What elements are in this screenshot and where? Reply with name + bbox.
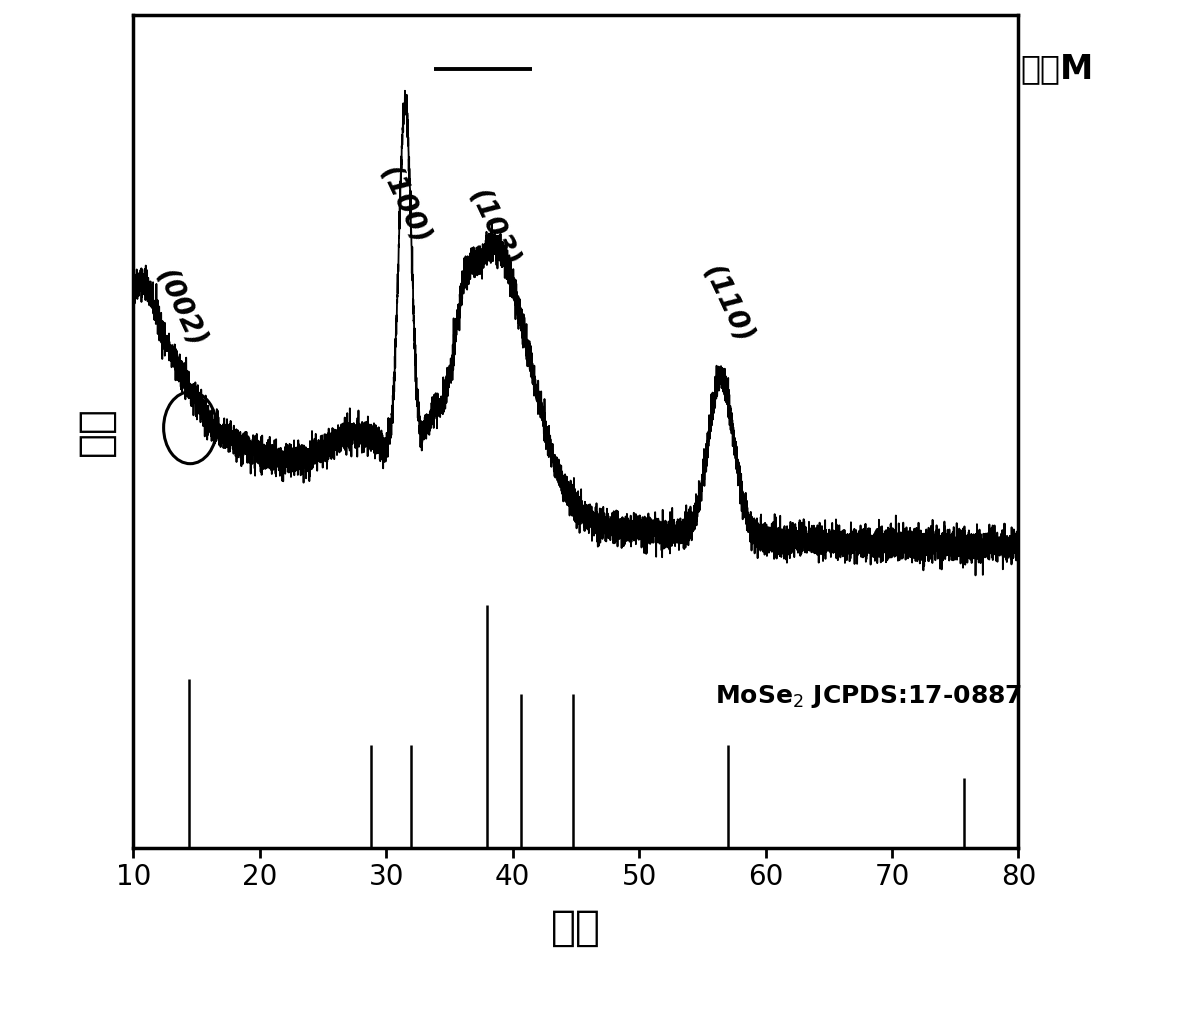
Text: MoSe$_2$ JCPDS:17-0887: MoSe$_2$ JCPDS:17-0887 [715, 683, 1023, 710]
Text: (103): (103) [464, 186, 524, 272]
Text: (100): (100) [375, 162, 435, 250]
Text: (110): (110) [697, 261, 758, 348]
Text: 少层M: 少层M [1020, 53, 1093, 85]
Y-axis label: 强度: 强度 [75, 406, 117, 457]
Text: (002): (002) [151, 265, 211, 352]
X-axis label: 角度: 角度 [551, 907, 601, 949]
